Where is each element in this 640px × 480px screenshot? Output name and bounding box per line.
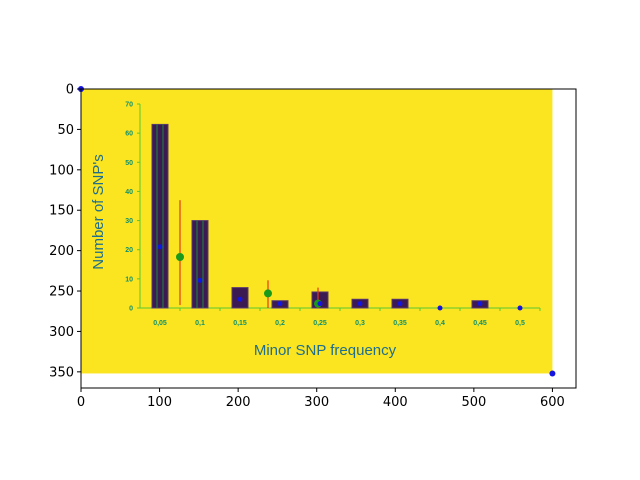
inner-y-tick-label: 50 bbox=[125, 160, 133, 167]
inner-y-tick-label: 0 bbox=[129, 306, 133, 313]
blue-marker bbox=[277, 301, 283, 307]
x-tick-label: 500 bbox=[461, 395, 486, 410]
y-tick-label: 200 bbox=[49, 244, 74, 259]
inner-x-tick-label: 0,35 bbox=[393, 320, 407, 327]
inner-x-tick-label: 0,4 bbox=[435, 320, 445, 327]
x-tick-label: 200 bbox=[226, 395, 251, 410]
inner-x-tick-label: 0,25 bbox=[313, 320, 327, 327]
y-tick-label: 50 bbox=[57, 123, 74, 138]
blue-marker bbox=[437, 305, 443, 311]
blue-marker bbox=[357, 301, 363, 307]
inner-overlay bbox=[157, 200, 523, 311]
inner-y-axis-label: Number of SNP's bbox=[90, 154, 107, 269]
y-tick-label: 0 bbox=[66, 83, 74, 98]
blue-marker bbox=[237, 296, 243, 302]
inner-y-tick-label: 70 bbox=[125, 102, 133, 109]
blue-marker bbox=[397, 301, 403, 307]
scatter-point bbox=[549, 370, 556, 377]
plot-frame bbox=[80, 88, 577, 389]
blue-marker bbox=[197, 277, 203, 283]
y-tick-label: 350 bbox=[49, 365, 74, 380]
y-tick-label: 300 bbox=[49, 325, 74, 340]
inner-y-tick-label: 40 bbox=[125, 189, 133, 196]
inner-y-tick-label: 30 bbox=[125, 218, 133, 225]
blue-marker bbox=[517, 305, 523, 311]
inner-ticks: 0 10 20 30 40 50 60 70 0,05 0,1 0,15 0,2 0,25 0,3 0,35… bbox=[125, 102, 541, 327]
blue-marker bbox=[477, 301, 483, 307]
blue-marker bbox=[157, 244, 163, 250]
inner-x-tick-label: 0,15 bbox=[233, 320, 247, 327]
inner-y-tick-label: 20 bbox=[125, 247, 133, 254]
inner-x-tick-label: 0,45 bbox=[473, 320, 487, 327]
inner-x-tick-label: 0,5 bbox=[515, 320, 525, 327]
inner-x-axis-label: Minor SNP frequency bbox=[254, 342, 397, 359]
inner-y-tick-label: 10 bbox=[125, 276, 133, 283]
green-point bbox=[176, 253, 184, 261]
inner-x-tick-label: 0,05 bbox=[153, 320, 167, 327]
x-tick-label: 600 bbox=[540, 395, 565, 410]
embedded-histogram-image: 0 10 20 30 40 50 60 70 0,05 0,1 0,15 0,2 0,25 0,3 0,35… bbox=[81, 89, 553, 374]
inner-x-tick-label: 0,2 bbox=[275, 320, 285, 327]
x-tick-label: 400 bbox=[383, 395, 408, 410]
y-tick-label: 100 bbox=[49, 163, 74, 178]
green-point bbox=[264, 289, 272, 298]
inner-y-tick-label: 60 bbox=[125, 131, 133, 138]
blue-marker bbox=[317, 301, 323, 307]
y-tick-label: 150 bbox=[49, 204, 74, 219]
histogram-bar bbox=[191, 220, 209, 309]
inner-bars bbox=[151, 123, 489, 309]
x-tick-label: 0 bbox=[77, 395, 85, 410]
x-tick-label: 300 bbox=[304, 395, 329, 410]
y-tick-label: 250 bbox=[49, 285, 74, 300]
inner-x-tick-label: 0,3 bbox=[355, 320, 365, 327]
inner-x-tick-label: 0,1 bbox=[195, 320, 205, 327]
x-tick-label: 100 bbox=[147, 395, 172, 410]
histogram-bar bbox=[151, 123, 169, 309]
